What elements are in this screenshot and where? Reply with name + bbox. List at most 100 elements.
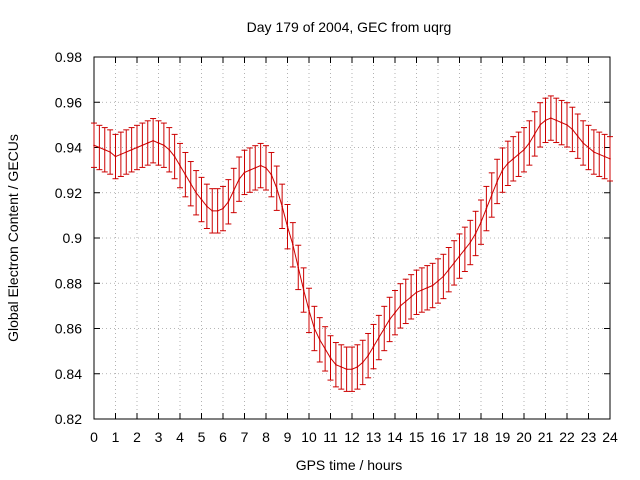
data-point xyxy=(356,366,359,368)
x-tick-label: 3 xyxy=(155,429,163,445)
x-tick-label: 21 xyxy=(538,429,554,445)
data-point xyxy=(168,148,171,151)
data-point xyxy=(189,182,192,185)
data-point xyxy=(431,284,434,287)
ticks: 0 1 2 3 4 5 6 7 8 9 10 11 12 13 14 15 16 17 18 19 20 21 22 23 24… xyxy=(55,49,618,445)
x-tick-label: 19 xyxy=(495,429,511,445)
data-point xyxy=(93,144,95,147)
data-point xyxy=(249,169,251,171)
data-point xyxy=(474,232,477,235)
x-tick-label: 5 xyxy=(198,429,206,445)
x-tick-label: 10 xyxy=(301,429,317,445)
data-point xyxy=(297,266,300,269)
data-point xyxy=(453,262,455,264)
data-point xyxy=(361,361,364,364)
data-point xyxy=(458,255,461,257)
data-point xyxy=(335,363,337,366)
data-point xyxy=(200,198,203,201)
data-point xyxy=(437,280,439,282)
data-point xyxy=(378,336,380,339)
data-point xyxy=(275,187,278,190)
data-point xyxy=(238,178,240,180)
data-point xyxy=(109,151,111,153)
data-point xyxy=(120,153,122,156)
data-point xyxy=(292,243,294,246)
chart-title: Day 179 of 2004, GEC from uqrg xyxy=(247,19,452,35)
data-point xyxy=(318,339,321,341)
data-point xyxy=(587,146,590,149)
data-point xyxy=(550,117,552,119)
x-tick-label: 14 xyxy=(387,429,403,445)
x-tick-label: 17 xyxy=(452,429,468,445)
x-tick-label: 8 xyxy=(262,429,270,445)
data-point xyxy=(216,210,219,212)
data-point xyxy=(528,142,531,144)
data-point xyxy=(265,167,267,169)
data-point xyxy=(507,162,509,165)
data-point xyxy=(206,205,208,208)
data-point xyxy=(566,124,568,126)
data-point xyxy=(227,201,230,203)
y-tick-label: 0.92 xyxy=(55,185,82,201)
data-point xyxy=(345,368,348,371)
data-point xyxy=(593,151,595,153)
data-point xyxy=(103,148,106,151)
data-point xyxy=(576,135,579,137)
data-point xyxy=(485,207,488,210)
data-point xyxy=(501,169,504,171)
x-tick-label: 2 xyxy=(133,429,141,445)
y-tick-label: 0.9 xyxy=(63,230,83,246)
y-tick-label: 0.88 xyxy=(55,275,82,291)
y-tick-label: 0.94 xyxy=(55,140,82,156)
data-point xyxy=(157,142,160,144)
data-point xyxy=(114,155,117,158)
data-point xyxy=(286,225,289,228)
data-point xyxy=(523,148,525,151)
x-tick-label: 7 xyxy=(241,429,249,445)
data-point xyxy=(141,144,144,147)
x-tick-label: 11 xyxy=(323,429,338,445)
data-point xyxy=(179,164,181,167)
y-tick-label: 0.84 xyxy=(55,366,82,382)
data-point xyxy=(512,158,515,160)
data-point xyxy=(340,366,343,368)
data-point xyxy=(415,291,418,294)
x-tick-label: 18 xyxy=(473,429,489,445)
data-point xyxy=(490,194,493,196)
data-point xyxy=(603,155,606,158)
data-point xyxy=(308,309,310,312)
data-point xyxy=(609,158,611,160)
y-tick-label: 0.96 xyxy=(55,94,82,110)
x-tick-label: 1 xyxy=(112,429,120,445)
x-tick-label: 6 xyxy=(219,429,227,445)
data-point xyxy=(426,286,429,289)
data-point xyxy=(367,354,369,357)
data-point xyxy=(442,275,445,278)
data-point xyxy=(571,128,574,131)
x-tick-label: 15 xyxy=(409,429,425,445)
data-point xyxy=(383,327,386,330)
data-point xyxy=(598,153,601,156)
data-point xyxy=(533,133,536,135)
data-point xyxy=(410,296,412,298)
x-tick-label: 16 xyxy=(430,429,446,445)
data-point xyxy=(394,311,396,314)
data-point xyxy=(146,142,149,144)
x-tick-label: 22 xyxy=(559,429,575,445)
x-tick-label: 12 xyxy=(344,429,360,445)
data-point xyxy=(281,205,283,208)
data-point xyxy=(136,146,138,149)
data-point xyxy=(222,207,224,210)
data-point xyxy=(517,153,520,156)
data-point xyxy=(125,151,128,153)
data-point xyxy=(232,189,235,192)
x-tick-label: 23 xyxy=(581,429,597,445)
data-point xyxy=(324,348,326,350)
data-point xyxy=(173,155,176,158)
data-point xyxy=(388,318,391,321)
data-point xyxy=(404,300,407,303)
x-tick-label: 13 xyxy=(366,429,382,445)
data-point xyxy=(539,124,541,126)
